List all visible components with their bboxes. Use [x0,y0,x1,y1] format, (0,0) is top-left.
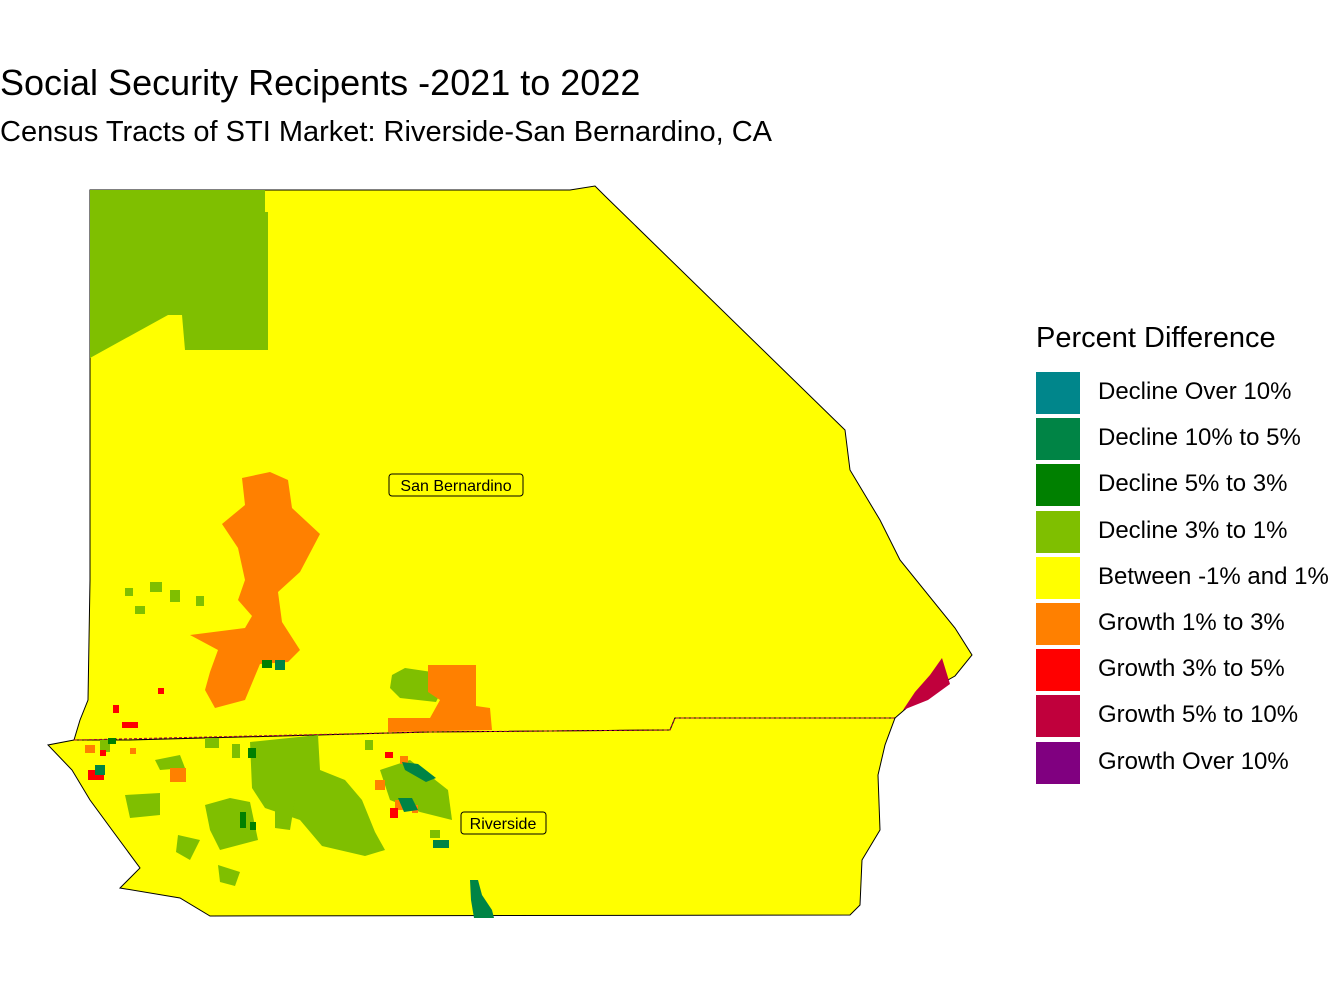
tract [385,752,393,758]
tract [90,190,268,358]
tract [250,735,385,856]
tract [125,588,133,596]
county-label-san-bernardino: San Bernardino [388,473,524,497]
legend-swatch [1036,695,1080,738]
legend-swatch [1036,418,1080,461]
tract [113,705,119,713]
tract [240,812,246,828]
legend-item: Decline Over 10% [1036,370,1344,416]
svg-text:San Bernardino: San Bernardino [400,478,511,495]
map-title: Social Security Recipents -2021 to 2022 [0,62,641,103]
legend-items: Decline Over 10% Decline 10% to 5% Decline… [1036,370,1344,786]
legend-item: Decline 5% to 3% [1036,462,1344,508]
legend-label: Decline 10% to 5% [1098,424,1301,452]
legend-item: Growth 1% to 3% [1036,601,1344,647]
legend-swatch [1036,464,1080,507]
svg-text:Riverside: Riverside [470,816,537,833]
legend-swatch [1036,649,1080,692]
tract [150,582,162,592]
tract [400,756,408,764]
legend: Percent Difference Decline Over 10% Decli… [1036,322,1344,786]
legend-swatch [1036,510,1080,553]
tracts-decline-10-to-5 [95,660,494,918]
tract [250,822,256,830]
tracts-growth-1-to-3 [85,472,492,813]
legend-label: Growth 1% to 3% [1098,608,1285,636]
legend-label: Between -1% and 1% [1098,562,1329,590]
legend-swatch [1036,602,1080,645]
legend-item: Decline 10% to 5% [1036,416,1344,462]
tract [205,798,258,850]
tract [395,800,403,810]
legend-label: Decline 3% to 1% [1098,516,1288,544]
tracts-decline-5-to-3 [108,660,272,830]
legend-item: Growth 3% to 5% [1036,647,1344,693]
tract [375,780,385,790]
legend-title: Percent Difference [1036,322,1276,354]
legend-item: Decline 3% to 1% [1036,509,1344,555]
tract [390,808,398,818]
tract [155,755,185,770]
tract [218,865,240,886]
tract [85,745,95,753]
legend-label: Growth 5% to 10% [1098,701,1299,729]
legend-label: Growth Over 10% [1098,747,1289,775]
legend-label: Decline Over 10% [1098,378,1292,405]
tract [170,590,180,602]
legend-item: Growth Over 10% [1036,740,1344,786]
tract [275,660,285,670]
tract [262,660,272,668]
tract [388,665,492,732]
tract [130,748,136,754]
tract [135,606,145,614]
tract [108,738,116,744]
tracts-decline-3-to-1 [90,190,452,886]
county-boundary [73,717,895,741]
tract [100,740,110,752]
tract [248,748,256,758]
tract [176,835,200,860]
legend-swatch [1036,372,1080,414]
tract [100,750,106,756]
tract [205,738,219,748]
tract [232,744,240,758]
tract [433,840,449,848]
legend-swatch [1036,741,1080,784]
legend-item: Between -1% and 1% [1036,555,1344,601]
tract [125,793,160,818]
tract [398,798,418,812]
legend-label: Growth 3% to 5% [1098,655,1285,683]
tract [402,762,436,782]
tract-growth-5-to-10 [903,658,950,710]
tract [122,722,138,728]
tract [196,596,204,606]
legend-item: Growth 5% to 10% [1036,693,1344,739]
tract [365,740,373,750]
map-subtitle: Census Tracts of STI Market: Riverside-S… [0,116,773,148]
county-label-riverside: Riverside [460,811,547,835]
tract [380,760,452,820]
tract [275,795,295,830]
legend-label: Decline 5% to 3% [1098,470,1288,498]
tract [430,830,440,838]
tract [190,472,320,708]
legend-swatch [1036,556,1080,599]
tract [95,765,105,775]
tract [170,768,186,782]
tract [158,688,164,694]
tract [470,880,494,918]
